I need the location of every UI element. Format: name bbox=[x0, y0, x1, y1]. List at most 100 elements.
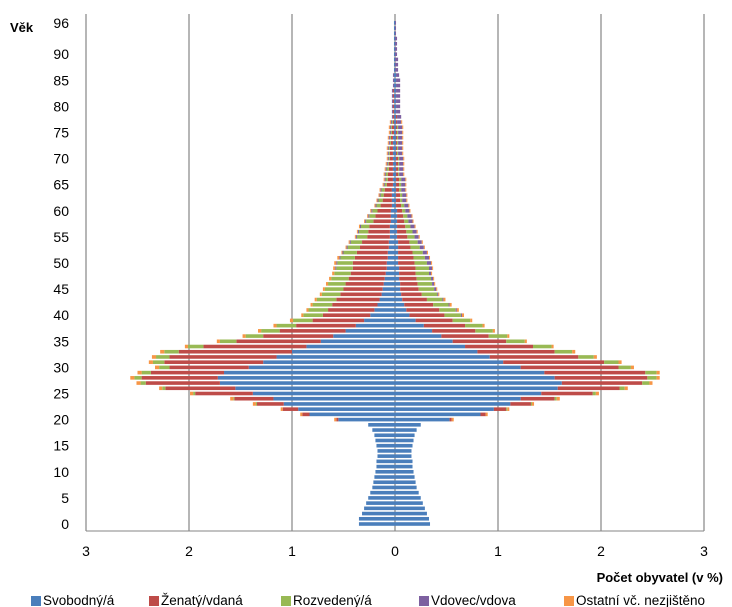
bar-left-age-31-cat-4 bbox=[148, 360, 153, 364]
bar-right-age-41-cat-0 bbox=[395, 308, 407, 312]
bar-left-age-56-cat-4 bbox=[356, 229, 358, 234]
bar-right-age-82-cat-3 bbox=[396, 94, 401, 98]
bar-right-age-9-cat-0 bbox=[395, 475, 415, 479]
bar-left-age-58-cat-3 bbox=[365, 219, 367, 224]
bar-right-age-3-cat-0 bbox=[395, 506, 425, 511]
legend-label-2: Rozvedený/á bbox=[293, 593, 372, 607]
bar-right-age-59-cat-4 bbox=[411, 214, 413, 218]
bar-right-age-72-cat-1 bbox=[396, 146, 398, 150]
bar-left-age-66-cat-3 bbox=[384, 177, 386, 182]
bar-left-age-35-cat-4 bbox=[216, 339, 220, 344]
bar-right-age-46-cat-3 bbox=[432, 282, 435, 286]
bar-left-age-30-cat-0 bbox=[248, 365, 395, 370]
bar-right-age-44-cat-1 bbox=[401, 292, 422, 297]
bar-left-age-42-cat-2 bbox=[312, 302, 333, 307]
bar-right-age-59-cat-1 bbox=[397, 214, 404, 218]
bar-left-age-60-cat-2 bbox=[372, 209, 378, 213]
bar-left-age-49-cat-3 bbox=[335, 266, 337, 271]
bar-right-age-90-cat-3 bbox=[395, 52, 398, 56]
bar-left-age-20-cat-4 bbox=[334, 417, 337, 422]
bar-right-age-53-cat-4 bbox=[423, 245, 425, 250]
bar-left-age-10-cat-0 bbox=[375, 470, 395, 474]
bar-right-age-75-cat-2 bbox=[397, 130, 399, 135]
bar-right-age-40-cat-2 bbox=[444, 313, 461, 317]
bar-right-age-50-cat-3 bbox=[426, 261, 432, 265]
bar-right-age-76-cat-4 bbox=[402, 125, 404, 130]
bar-left-age-24-cat-1 bbox=[234, 396, 274, 401]
bar-right-age-63-cat-1 bbox=[396, 193, 401, 197]
bar-left-age-69-cat-1 bbox=[388, 162, 393, 166]
bar-left-age-90-cat-0 bbox=[393, 52, 395, 56]
bar-right-age-64-cat-3 bbox=[401, 188, 406, 192]
bar-left-age-76-cat-0 bbox=[393, 125, 395, 130]
bar-left-age-44-cat-2 bbox=[321, 292, 341, 297]
bar-right-age-52-cat-3 bbox=[422, 250, 427, 255]
bar-right-age-48-cat-0 bbox=[395, 271, 400, 276]
bar-right-age-56-cat-4 bbox=[416, 229, 418, 234]
bar-right-age-64-cat-1 bbox=[396, 188, 400, 192]
bar-left-age-31-cat-0 bbox=[263, 360, 395, 364]
bar-left-age-34-cat-2 bbox=[187, 344, 204, 349]
bar-right-age-58-cat-3 bbox=[408, 219, 413, 224]
bar-right-age-67-cat-0 bbox=[395, 172, 397, 177]
bar-right-age-51-cat-2 bbox=[413, 255, 425, 260]
bar-right-age-69-cat-4 bbox=[403, 162, 405, 166]
bar-left-age-73-cat-4 bbox=[387, 141, 389, 145]
bar-right-age-74-cat-4 bbox=[402, 135, 404, 140]
bar-left-age-61-cat-0 bbox=[391, 203, 395, 208]
bar-right-age-65-cat-1 bbox=[396, 182, 400, 187]
bar-left-age-49-cat-4 bbox=[333, 266, 336, 271]
bar-left-age-22-cat-1 bbox=[282, 407, 299, 411]
bar-right-age-93-cat-3 bbox=[395, 36, 398, 41]
bar-right-age-27-cat-1 bbox=[561, 381, 643, 385]
bar-right-age-59-cat-2 bbox=[403, 214, 408, 218]
x-tick-label: 0 bbox=[391, 543, 399, 559]
legend-swatch-0 bbox=[31, 596, 41, 606]
bar-left-age-44-cat-4 bbox=[319, 292, 322, 297]
bar-left-age-84-cat-3 bbox=[392, 83, 394, 88]
bar-right-age-52-cat-4 bbox=[426, 250, 428, 255]
bar-left-age-62-cat-3 bbox=[377, 198, 379, 203]
bar-right-age-63-cat-4 bbox=[406, 193, 408, 197]
bar-left-age-58-cat-0 bbox=[390, 219, 395, 224]
bar-right-age-64-cat-0 bbox=[395, 188, 397, 192]
bar-right-age-88-cat-3 bbox=[395, 62, 399, 67]
bar-right-age-60-cat-4 bbox=[409, 209, 411, 213]
bar-right-age-37-cat-2 bbox=[475, 329, 493, 333]
bar-left-age-34-cat-4 bbox=[184, 344, 188, 349]
bar-left-age-35-cat-0 bbox=[320, 339, 395, 344]
bar-left-age-85-cat-0 bbox=[393, 78, 395, 83]
bar-left-age-71-cat-2 bbox=[388, 151, 390, 156]
bar-right-age-35-cat-0 bbox=[395, 339, 453, 344]
bar-right-age-75-cat-4 bbox=[402, 130, 404, 135]
bar-right-age-63-cat-2 bbox=[400, 193, 403, 197]
y-tick-label: 75 bbox=[53, 125, 69, 141]
bar-left-age-78-cat-1 bbox=[392, 115, 394, 119]
bar-right-age-39-cat-1 bbox=[415, 318, 453, 323]
x-tick-label: 3 bbox=[82, 543, 90, 559]
bar-right-age-28-cat-4 bbox=[656, 376, 660, 380]
bar-right-age-56-cat-1 bbox=[397, 229, 407, 234]
bar-left-age-59-cat-4 bbox=[367, 214, 369, 218]
bar-right-age-72-cat-2 bbox=[397, 146, 399, 150]
bar-left-age-37-cat-0 bbox=[345, 329, 395, 333]
bar-right-age-67-cat-2 bbox=[398, 172, 400, 177]
bar-left-age-64-cat-2 bbox=[381, 188, 385, 192]
bar-right-age-55-cat-2 bbox=[407, 235, 415, 239]
legend-swatch-2 bbox=[281, 596, 291, 606]
bar-right-age-33-cat-2 bbox=[554, 349, 573, 354]
bar-right-age-54-cat-4 bbox=[421, 240, 423, 244]
bar-left-age-66-cat-4 bbox=[383, 177, 385, 182]
bar-right-age-24-cat-4 bbox=[556, 396, 560, 401]
bar-left-age-65-cat-4 bbox=[382, 182, 384, 187]
bar-right-age-6-cat-0 bbox=[395, 490, 419, 495]
bar-right-age-61-cat-3 bbox=[404, 203, 409, 208]
bar-left-age-27-cat-1 bbox=[145, 381, 220, 385]
bar-left-age-46-cat-1 bbox=[345, 282, 384, 286]
bar-right-age-54-cat-3 bbox=[417, 240, 422, 244]
bar-right-age-76-cat-3 bbox=[398, 125, 403, 130]
bar-left-age-63-cat-0 bbox=[391, 193, 395, 197]
bar-right-age-61-cat-0 bbox=[395, 203, 397, 208]
bar-right-age-76-cat-2 bbox=[397, 125, 399, 130]
bar-right-age-26-cat-0 bbox=[395, 386, 558, 391]
